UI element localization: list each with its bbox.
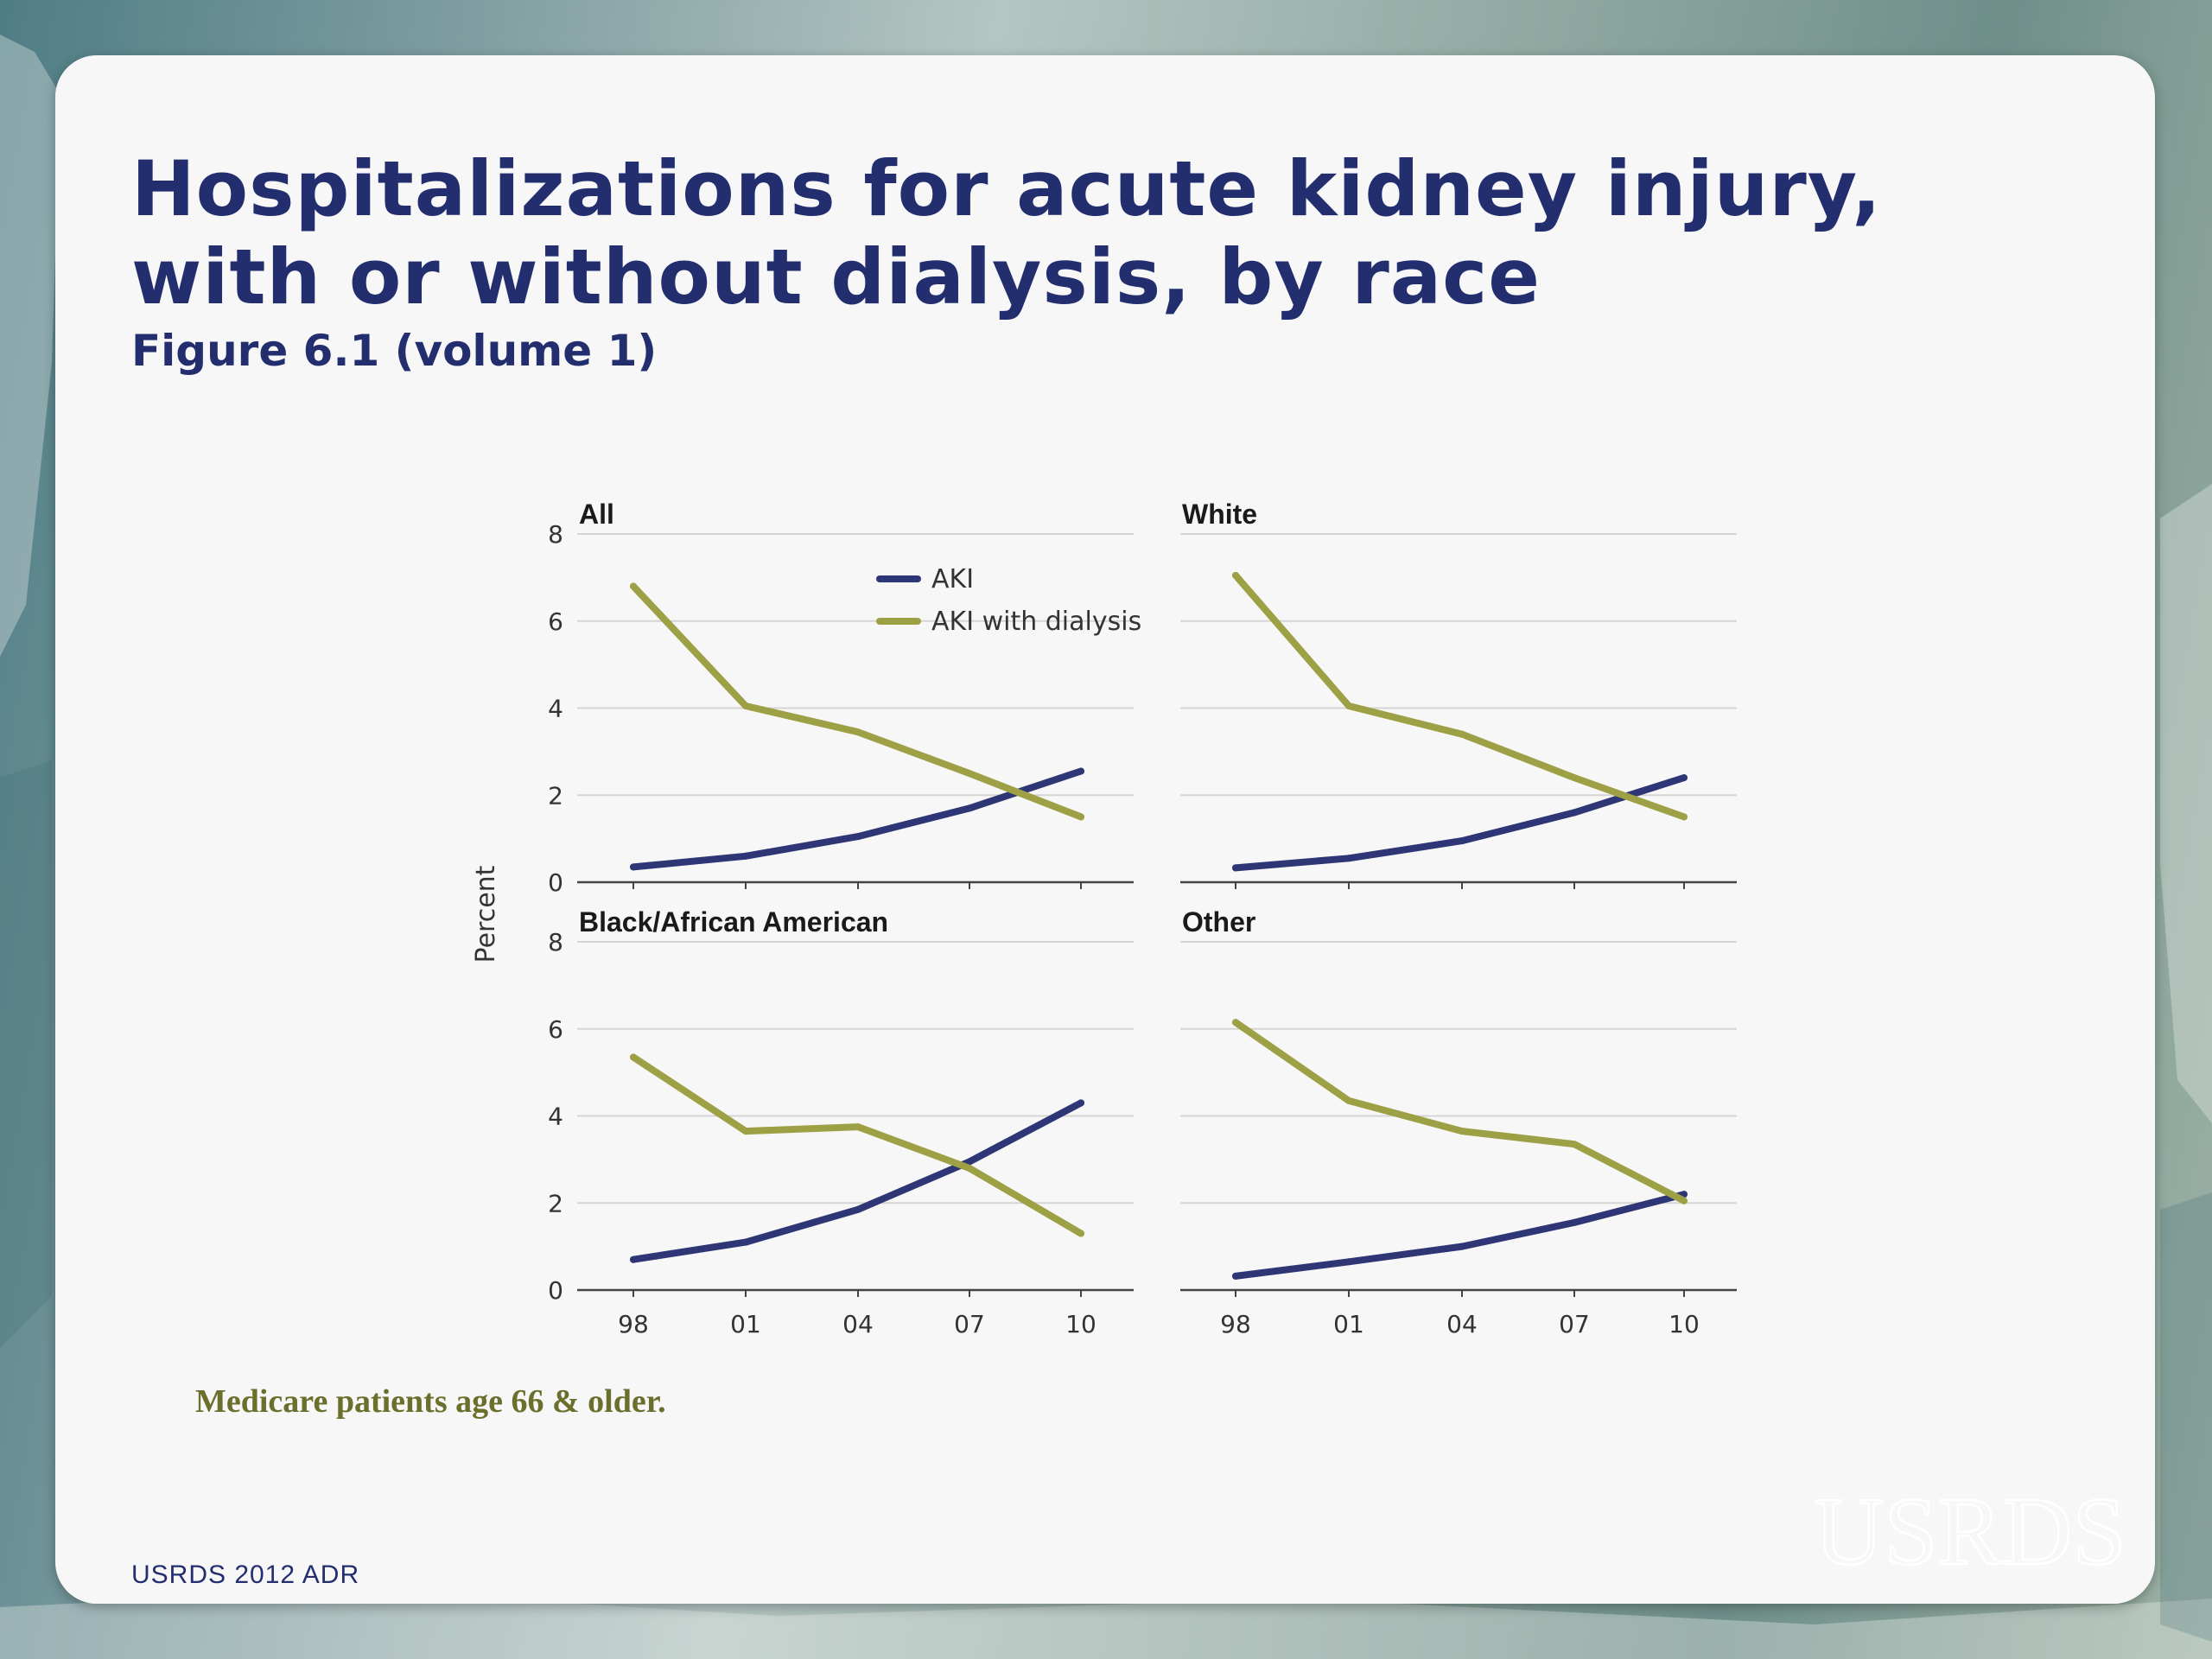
data-point-aki (1459, 837, 1465, 845)
data-point-aki (630, 863, 637, 871)
data-point-aki (1571, 1218, 1578, 1226)
data-point-aki (1681, 774, 1688, 782)
data-point-aki-dialysis (742, 1128, 749, 1135)
data-point-aki-dialysis (1345, 1096, 1352, 1104)
y-tick-label: 8 (548, 928, 563, 957)
panel-title: White (1182, 499, 1257, 530)
data-point-aki (1345, 1258, 1352, 1266)
data-point-aki-dialysis (1232, 1019, 1239, 1027)
x-tick-label: 98 (618, 1310, 649, 1338)
y-tick-label: 0 (548, 1276, 563, 1305)
x-tick-label: 04 (1446, 1310, 1478, 1338)
data-point-aki-dialysis (1077, 813, 1084, 821)
series-line-aki-dialysis (1232, 1019, 1688, 1205)
x-tick-label: 10 (1669, 1310, 1700, 1338)
x-tick-label: 98 (1220, 1310, 1251, 1338)
panel-title: Black/African American (579, 906, 888, 938)
data-point-aki (742, 1238, 749, 1246)
footnote: Medicare patients age 66 & older. (195, 1383, 666, 1420)
data-point-aki (966, 804, 973, 812)
y-tick-label: 0 (548, 868, 563, 897)
data-point-aki-dialysis (1681, 813, 1688, 821)
series-line-aki (630, 767, 1084, 871)
data-point-aki-dialysis (1345, 702, 1352, 709)
data-point-aki (855, 1205, 861, 1213)
panel-title: Other (1182, 906, 1255, 938)
x-tick-label: 01 (730, 1310, 761, 1338)
data-point-aki (630, 1255, 637, 1263)
y-tick-label: 4 (548, 695, 563, 723)
data-point-aki-dialysis (1077, 1230, 1084, 1237)
footer-source: USRDS 2012 ADR (131, 1560, 360, 1589)
figure-subtitle: Figure 6.1 (volume 1) (131, 326, 658, 376)
title-line-2: with or without dialysis, by race (131, 232, 1541, 321)
data-point-aki-dialysis (966, 1164, 973, 1172)
data-point-aki (855, 833, 861, 841)
x-tick-label: 10 (1065, 1310, 1096, 1338)
data-point-aki-dialysis (1681, 1197, 1688, 1205)
data-point-aki (1345, 855, 1352, 862)
data-point-aki (1459, 1243, 1465, 1250)
y-tick-label: 2 (548, 781, 563, 810)
series-line-aki (1232, 1191, 1688, 1280)
y-tick-label: 6 (548, 1015, 563, 1044)
usrds-logo: USRDS (1815, 1478, 2126, 1587)
panel-title: All (579, 499, 614, 530)
data-point-aki-dialysis (855, 1123, 861, 1131)
slide-card (55, 55, 2155, 1604)
y-tick-label: 8 (548, 520, 563, 549)
legend-label-aki-dialysis: AKI with dialysis (931, 607, 1141, 637)
data-point-aki (1232, 1272, 1239, 1280)
data-point-aki-dialysis (630, 582, 637, 590)
data-point-aki-dialysis (630, 1053, 637, 1061)
data-point-aki-dialysis (855, 728, 861, 736)
data-point-aki-dialysis (966, 770, 973, 778)
data-point-aki (1077, 1099, 1084, 1107)
y-tick-label: 6 (548, 607, 563, 636)
data-point-aki (1232, 864, 1239, 872)
data-point-aki (966, 1158, 973, 1166)
data-point-aki-dialysis (1459, 730, 1465, 738)
data-point-aki (742, 852, 749, 860)
title-line-1: Hospitalizations for acute kidney injury… (131, 144, 1882, 233)
x-tick-label: 07 (1559, 1310, 1590, 1338)
logo-text: USRDS (1815, 1478, 2126, 1586)
data-point-aki (1571, 809, 1578, 817)
x-tick-label: 04 (842, 1310, 874, 1338)
data-point-aki-dialysis (1459, 1128, 1465, 1135)
slide-title: Hospitalizations for acute kidney injury… (131, 145, 1882, 321)
x-tick-label: 07 (954, 1310, 985, 1338)
data-point-aki-dialysis (1571, 774, 1578, 782)
y-tick-label: 2 (548, 1189, 563, 1217)
data-point-aki (1077, 767, 1084, 775)
data-point-aki-dialysis (1232, 571, 1239, 579)
data-point-aki-dialysis (1571, 1141, 1578, 1148)
y-tick-label: 4 (548, 1103, 563, 1131)
y-axis-label: Percent (471, 865, 501, 963)
data-point-aki-dialysis (742, 702, 749, 709)
legend-label-aki: AKI (931, 564, 974, 594)
x-tick-label: 01 (1333, 1310, 1364, 1338)
series-line-aki-dialysis (1232, 571, 1688, 821)
